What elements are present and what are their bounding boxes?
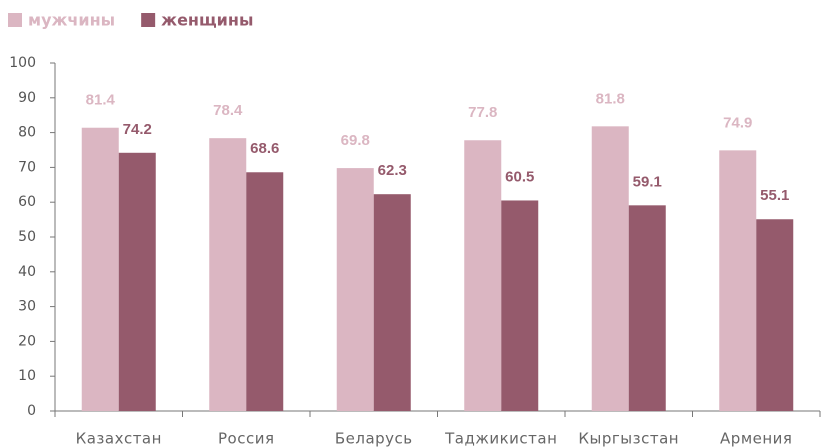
value-label: 59.1 — [633, 173, 662, 190]
bar — [209, 138, 247, 411]
bar — [719, 150, 757, 411]
bar — [464, 140, 502, 412]
value-label: 81.8 — [596, 90, 625, 107]
legend-label: женщины — [161, 11, 253, 30]
bar — [81, 127, 119, 411]
y-tick-label: 30 — [18, 299, 36, 315]
y-tick-label: 80 — [18, 125, 36, 141]
y-tick-label: 10 — [18, 368, 36, 384]
bar — [118, 152, 156, 411]
bar — [591, 126, 629, 411]
value-label: 77.8 — [468, 104, 497, 121]
value-label: 81.4 — [86, 92, 116, 109]
y-tick-label: 60 — [18, 194, 36, 210]
bar — [373, 194, 411, 411]
x-tick-label: Армения — [720, 430, 792, 447]
value-label: 74.9 — [723, 114, 752, 131]
x-tick-label: Таджикистан — [444, 430, 557, 447]
bar — [628, 205, 666, 411]
y-tick-label: 40 — [18, 264, 36, 280]
y-tick-label: 90 — [18, 90, 36, 106]
bar — [501, 200, 539, 411]
bar — [336, 168, 374, 411]
y-tick-label: 0 — [27, 403, 36, 419]
value-label: 69.8 — [341, 132, 370, 149]
x-tick-label: Россия — [218, 430, 275, 447]
value-label: 62.3 — [378, 162, 407, 179]
legend-label: мужчины — [28, 11, 115, 30]
y-tick-label: 100 — [9, 55, 36, 71]
value-label: 74.2 — [123, 121, 152, 138]
y-tick-label: 20 — [18, 333, 36, 349]
legend-swatch — [141, 13, 156, 27]
x-tick-label: Кыргызстан — [578, 430, 679, 447]
x-tick-label: Беларусь — [335, 430, 413, 447]
value-label: 68.6 — [250, 140, 279, 157]
bar — [246, 172, 284, 411]
y-tick-label: 50 — [18, 229, 36, 245]
legend-swatch — [8, 13, 22, 27]
value-label: 78.4 — [213, 102, 243, 119]
x-tick-label: Казахстан — [76, 430, 162, 447]
y-tick-label: 70 — [18, 159, 36, 175]
bar — [756, 219, 794, 411]
value-label: 55.1 — [760, 187, 789, 204]
value-label: 60.5 — [505, 168, 534, 185]
